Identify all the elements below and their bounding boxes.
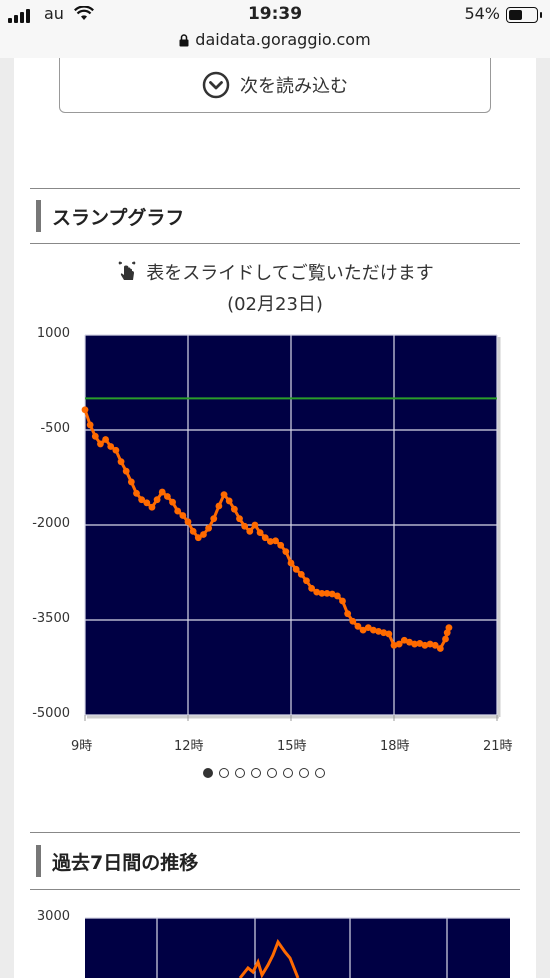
y-tick-label: 3000	[36, 909, 70, 924]
swipe-hint-text: 表をスライドしてご覧いただけます	[146, 263, 434, 284]
status-bar: au 19:39 54% daidata.goraggio.com	[0, 0, 550, 58]
url-text: daidata.goraggio.com	[195, 30, 371, 49]
section-title: スランプグラフ	[52, 207, 185, 229]
lock-icon	[179, 34, 189, 47]
graph-date: (02月23日)	[227, 294, 323, 315]
load-more-button[interactable]: 次を読み込む	[59, 58, 491, 113]
carrier-name: au	[44, 4, 64, 23]
y-tick-label: -3500	[32, 611, 70, 626]
x-tick-label: 9時	[71, 739, 93, 754]
past-section-title: 過去7日間の推移	[52, 852, 199, 874]
x-tick-label: 12時	[174, 739, 204, 754]
slump-chart-plot-area[interactable]	[85, 335, 497, 715]
swipe-hint: 表をスライドしてご覧いただけます	[0, 259, 550, 285]
pager-dot[interactable]	[283, 768, 293, 778]
pager-dot[interactable]	[203, 768, 213, 778]
pager-dot[interactable]	[235, 768, 245, 778]
y-tick-label: -500	[40, 421, 70, 436]
signal-icon	[8, 9, 30, 23]
wifi-icon	[74, 6, 94, 20]
status-time: 19:39	[247, 4, 303, 24]
battery-percent: 54%	[464, 4, 500, 23]
past-section-header: 過去7日間の推移	[30, 832, 520, 890]
pager-dot[interactable]	[267, 768, 277, 778]
address-bar[interactable]: daidata.goraggio.com	[0, 30, 550, 49]
pager-dot[interactable]	[219, 768, 229, 778]
pager-dot[interactable]	[299, 768, 309, 778]
pager-dot[interactable]	[251, 768, 261, 778]
x-tick-label: 15時	[277, 739, 307, 754]
y-tick-label: -2000	[32, 516, 70, 531]
x-tick-label: 18時	[380, 739, 410, 754]
x-tick-label: 21時	[483, 739, 513, 754]
y-tick-label: -5000	[32, 706, 70, 721]
y-tick-label: 1000	[36, 326, 70, 341]
past-chart-plot-area[interactable]	[85, 918, 510, 978]
battery-icon	[506, 7, 542, 23]
pager-dot[interactable]	[315, 768, 325, 778]
slump-section-header: スランプグラフ	[30, 188, 520, 244]
chart-pager[interactable]	[203, 768, 325, 778]
swipe-hand-icon	[118, 261, 136, 280]
chevron-down-circle-icon	[202, 71, 230, 99]
load-more-label: 次を読み込む	[240, 76, 348, 97]
